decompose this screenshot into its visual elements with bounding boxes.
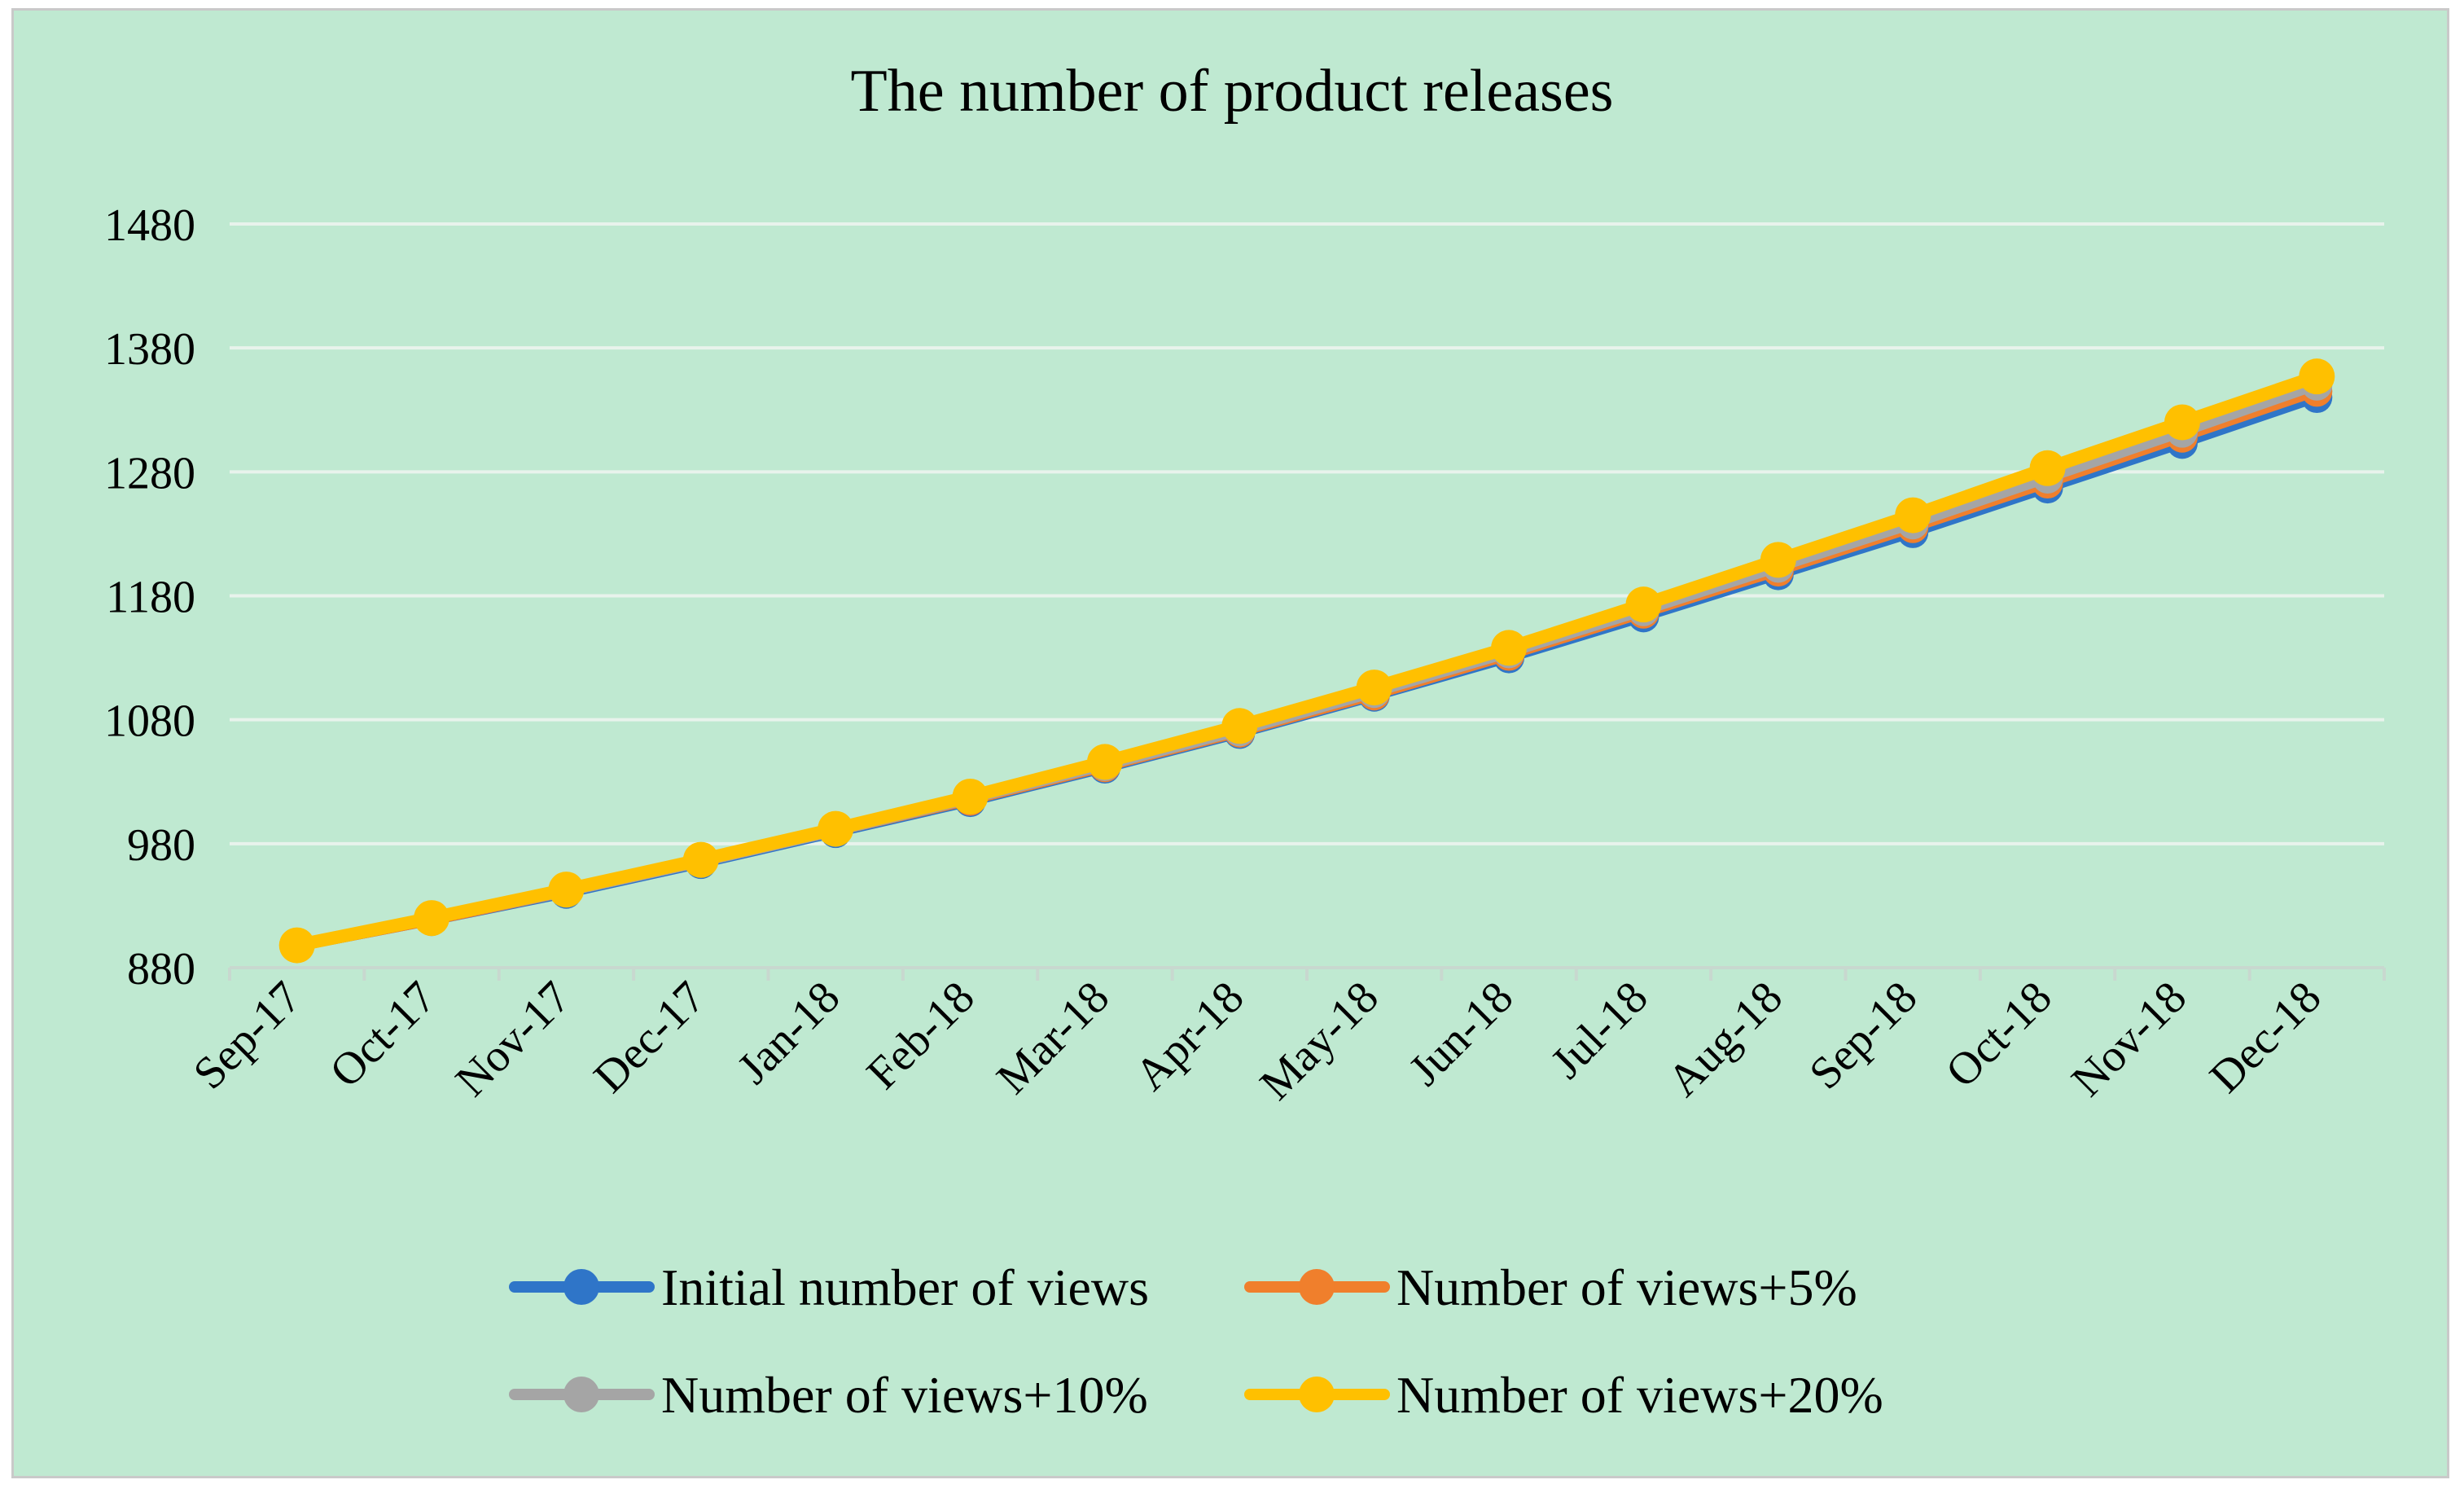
data-point [1895,497,1931,534]
x-tick-label: Sep-17 [184,972,311,1099]
legend-swatch-marker [563,1377,599,1412]
y-axis-tick-labels: 880 980 1080 1180 1280 1380 1480 [104,200,195,995]
data-point [1625,586,1662,623]
y-tick-label: 1380 [104,324,195,375]
data-point [1086,744,1123,780]
data-point [1491,630,1528,666]
y-tick-label: 1280 [104,448,195,498]
x-axis [228,966,2386,981]
legend-label: Number of views+5% [1396,1258,1857,1316]
x-tick-label: Feb-18 [857,972,984,1099]
x-tick-label: Oct-17 [320,972,445,1097]
chart-title: The number of product releases [850,58,1614,125]
legend-label: Initial number of views [661,1258,1149,1316]
y-tick-label: 1480 [104,200,195,251]
x-tick-label: Jul-18 [1541,972,1658,1088]
legend: Initial number of views Number of views+5… [509,1258,1883,1424]
data-point [2164,404,2200,441]
data-point [414,900,450,937]
series-line [290,370,2324,952]
legend-swatch-marker [1299,1269,1335,1305]
data-point [1760,542,1796,578]
x-tick-label: Dec-18 [2200,972,2330,1102]
x-axis-tick-labels: Sep-17 Oct-17 Nov-17 Dec-17 Jan-18 Feb-18 Mar-… [184,972,2331,1109]
x-tick-label: Nov-17 [446,972,581,1106]
legend-label: Number of views+10% [661,1366,1148,1424]
data-point [278,927,315,964]
y-tick-label: 1180 [106,573,195,623]
series-lines [278,358,2335,964]
x-tick-label: Apr-18 [1125,972,1253,1100]
y-tick-label: 980 [127,820,195,871]
data-point [548,872,585,908]
x-tick-label: Mar-18 [987,972,1119,1104]
data-point [818,810,854,847]
gridlines [230,222,2384,845]
data-point [952,779,989,815]
legend-label: Number of views+20% [1396,1366,1883,1424]
data-point [2299,358,2335,395]
data-point [1221,708,1258,744]
x-tick-label: Oct-18 [1936,972,2062,1097]
data-point [682,841,719,878]
y-tick-label: 880 [127,944,195,995]
x-tick-label: Jan-18 [728,972,849,1093]
x-tick-label: Dec-17 [585,972,715,1102]
x-tick-label: May-18 [1251,972,1388,1109]
x-tick-label: Jun-18 [1400,972,1524,1096]
x-tick-label: Aug-18 [1658,972,1792,1106]
x-tick-label: Sep-18 [1800,972,1927,1099]
legend-swatch-marker [1299,1377,1335,1412]
data-point [1356,670,1392,706]
data-point [2029,450,2066,486]
legend-swatch-marker [563,1269,599,1305]
series-line [292,380,2322,952]
x-tick-label: Nov-18 [2062,972,2196,1106]
y-tick-label: 1080 [104,696,195,747]
